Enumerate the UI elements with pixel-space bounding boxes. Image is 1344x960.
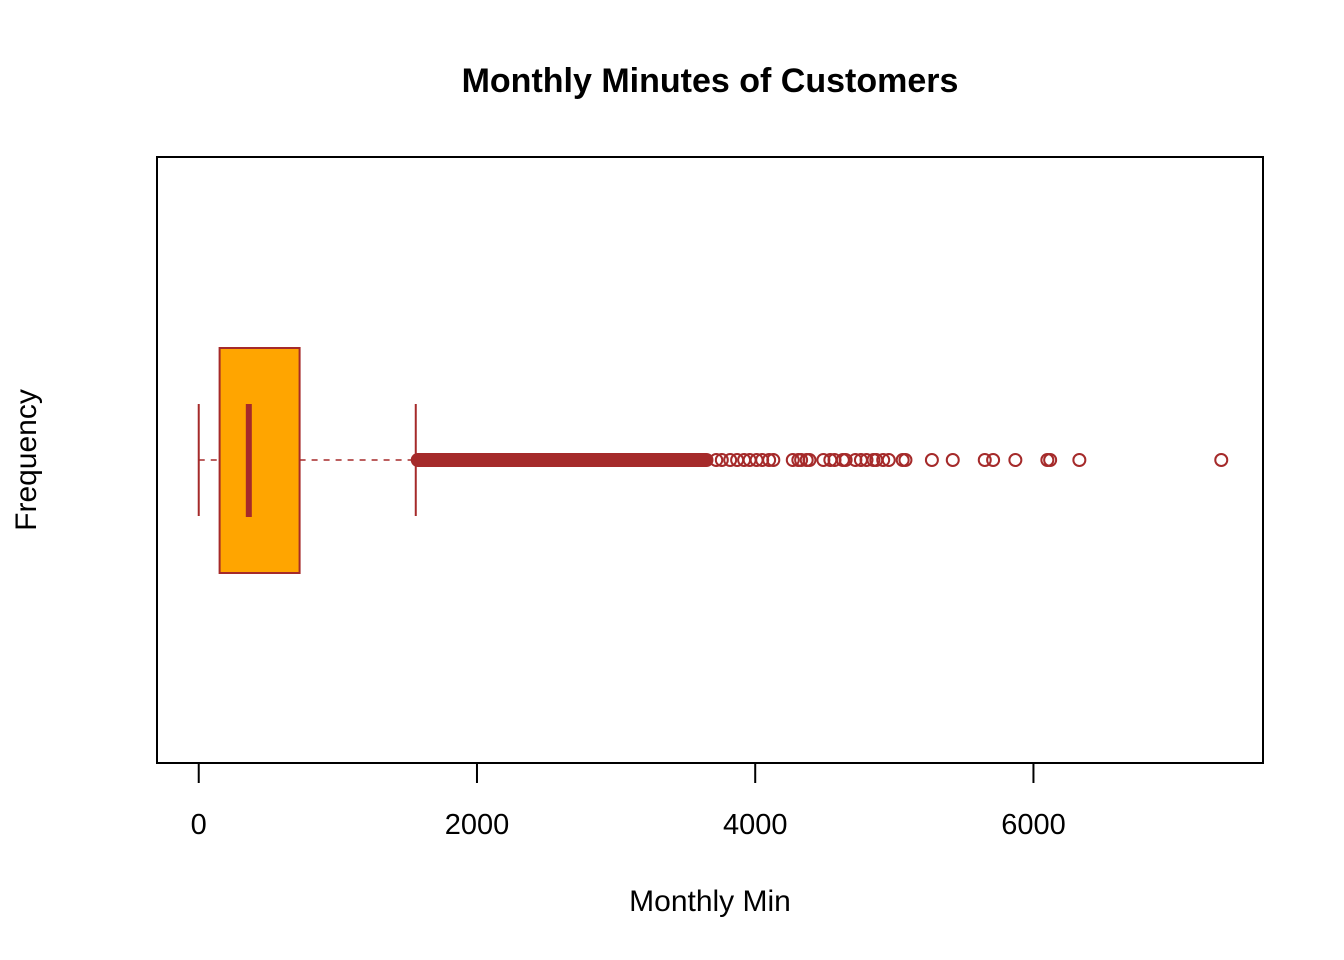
outlier-point [709, 453, 724, 467]
boxplot [197, 347, 417, 574]
outlier-point [714, 453, 729, 467]
outlier-point [1008, 453, 1023, 467]
y-axis-label: Frequency [10, 389, 43, 531]
outlier-cluster [410, 453, 714, 467]
outlier-point [838, 453, 853, 467]
outlier-point [794, 453, 809, 467]
outlier-point [945, 453, 960, 467]
outlier-point [802, 453, 817, 467]
outlier-point [898, 453, 913, 467]
outliers [410, 453, 1229, 467]
outlier-point [785, 453, 800, 467]
x-tick-label: 0 [191, 809, 207, 841]
outlier-point [1214, 453, 1229, 467]
outlier-point [876, 453, 891, 467]
x-tick-label: 2000 [445, 809, 510, 841]
chart-title: Monthly Minutes of Customers [462, 62, 959, 100]
outlier-point [986, 453, 1001, 467]
iqr-box [218, 347, 301, 574]
outlier-point [1043, 453, 1058, 467]
outlier-point [924, 453, 939, 467]
outlier-point [1072, 453, 1087, 467]
outlier-point [859, 453, 874, 467]
x-tick-label: 6000 [1001, 809, 1066, 841]
outlier-point [766, 453, 781, 467]
x-axis-label: Monthly Min [629, 885, 791, 918]
outlier-point [723, 453, 738, 467]
x-tick-label: 4000 [723, 809, 788, 841]
outlier-point [881, 453, 896, 467]
outlier-point [762, 453, 777, 467]
outlier-point [977, 453, 992, 467]
x-axis: 0 2000 4000 6000 [191, 762, 1066, 841]
